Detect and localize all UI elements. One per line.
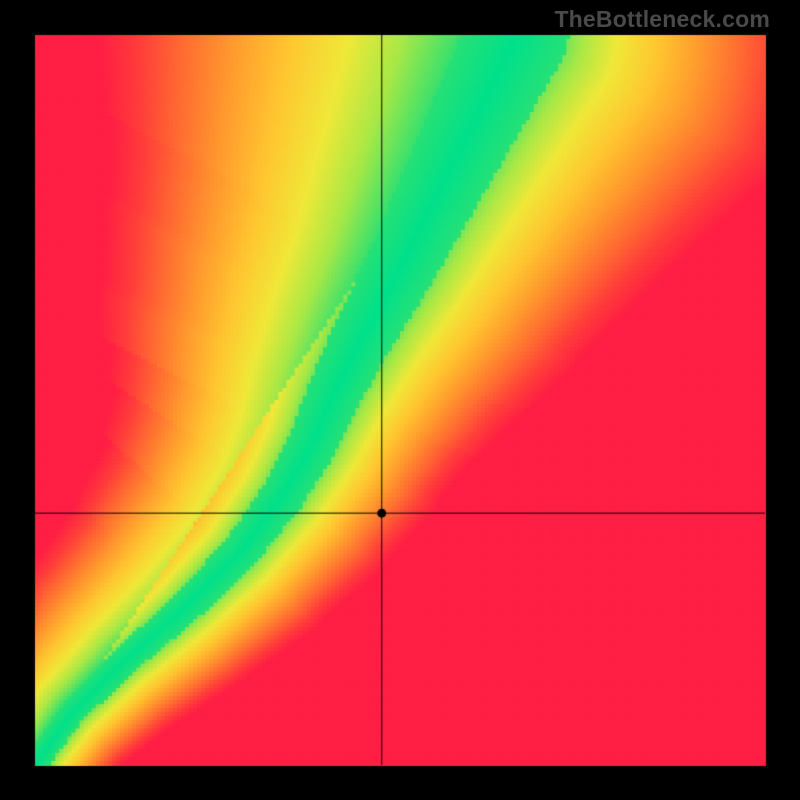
chart-container: TheBottleneck.com <box>0 0 800 800</box>
heatmap-canvas <box>0 0 800 800</box>
watermark-text: TheBottleneck.com <box>554 6 770 33</box>
